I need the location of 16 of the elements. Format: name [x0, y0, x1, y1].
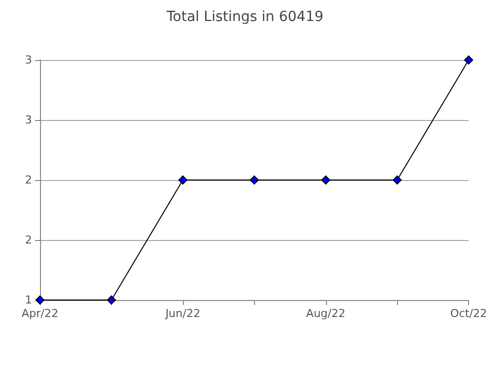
chart-title: Total Listings in 60419 [166, 9, 324, 25]
y-tick-label: 1 [25, 294, 32, 306]
point [392, 176, 402, 184]
y-tick-label: 3 [25, 114, 32, 126]
point [464, 56, 474, 64]
point [250, 176, 259, 184]
x-tick-label: Apr/22 [22, 307, 58, 320]
point [178, 176, 188, 184]
point [321, 176, 330, 184]
x-tick-label: Aug/22 [306, 307, 346, 320]
y-tick-label: 2 [25, 174, 32, 186]
x-tick-label: Jun/22 [164, 307, 200, 320]
y-tick-label: 2 [25, 234, 32, 246]
x-tick-label: Oct/22 [450, 307, 488, 320]
y-tick-label: 3 [25, 54, 32, 66]
point [106, 296, 116, 304]
